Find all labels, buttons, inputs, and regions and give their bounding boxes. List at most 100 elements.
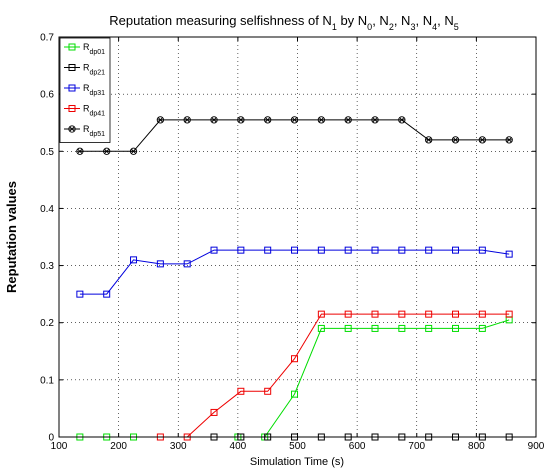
- legend-swatch-marker: [68, 125, 76, 133]
- data-point: [505, 136, 513, 144]
- data-point: [76, 147, 84, 155]
- title-part: 2: [389, 22, 394, 32]
- data-point: [344, 310, 352, 318]
- data-point: [183, 260, 191, 268]
- data-point: [103, 290, 111, 298]
- data-point: [452, 324, 460, 332]
- data-point: [237, 116, 245, 124]
- data-point: [183, 116, 191, 124]
- x-tick-label: 800: [468, 441, 485, 452]
- title-part: 0: [367, 22, 372, 32]
- data-point: [130, 256, 138, 264]
- data-point: [478, 246, 486, 254]
- data-point: [317, 246, 325, 254]
- data-point: [237, 246, 245, 254]
- data-point: [425, 310, 433, 318]
- legend-item: Rdp31: [64, 83, 105, 97]
- data-point: [317, 310, 325, 318]
- title-part: , N: [372, 13, 389, 28]
- y-tick-label: 0.3: [40, 261, 54, 272]
- x-tick-label: 200: [110, 441, 127, 452]
- data-point: [76, 290, 84, 298]
- data-point: [103, 147, 111, 155]
- data-point: [129, 147, 138, 155]
- x-tick-label: 400: [230, 441, 247, 452]
- data-point: [210, 408, 218, 416]
- data-point: [290, 116, 299, 124]
- data-point: [425, 246, 433, 254]
- title-part: 3: [410, 22, 415, 32]
- y-tick-label: 0.4: [40, 204, 54, 215]
- data-point: [478, 310, 486, 318]
- data-point: [398, 246, 406, 254]
- x-axis-label: Simulation Time (s): [250, 456, 344, 468]
- data-point: [478, 136, 486, 144]
- y-tick-label: 0.1: [40, 375, 54, 386]
- data-point: [398, 116, 406, 124]
- legend-label: Rdp41: [83, 104, 105, 118]
- series-line-dp41: [160, 313, 510, 438]
- title-part: Reputation measuring selfishness of N: [109, 13, 332, 28]
- data-point: [344, 116, 352, 124]
- series-line-dp31: [79, 249, 510, 295]
- data-point: [317, 116, 325, 124]
- series-dp31: [76, 246, 513, 298]
- data-point: [156, 116, 165, 124]
- title-part: 4: [432, 22, 437, 32]
- series-dp51: [76, 116, 513, 155]
- y-tick-label: 0.5: [40, 147, 54, 158]
- data-point: [371, 324, 379, 332]
- x-tick-label: 100: [51, 441, 68, 452]
- title-part: by N: [337, 13, 367, 28]
- data-point: [344, 324, 352, 332]
- data-point: [505, 310, 513, 318]
- data-point: [425, 324, 433, 332]
- grid-lines: [59, 37, 536, 437]
- x-tick-label: 300: [170, 441, 187, 452]
- y-tick-label: 0: [48, 433, 54, 444]
- y-tick-label: 0.7: [40, 33, 54, 44]
- data-point: [237, 387, 245, 395]
- legend-item: Rdp01: [64, 42, 105, 56]
- title-part: , N: [394, 13, 411, 28]
- legend-label: Rdp31: [83, 83, 105, 97]
- data-point: [451, 136, 460, 144]
- data-point: [398, 310, 406, 318]
- data-point: [478, 324, 486, 332]
- data-point: [344, 246, 352, 254]
- data-point: [264, 387, 272, 395]
- legend-label: Rdp21: [83, 63, 105, 77]
- legend-label: Rdp51: [83, 124, 105, 138]
- data-point: [425, 136, 433, 144]
- data-point: [317, 324, 325, 332]
- data-point: [210, 246, 218, 254]
- data-point: [210, 116, 218, 124]
- data-point: [452, 246, 460, 254]
- legend-swatch-marker: [68, 105, 76, 112]
- legend-label: Rdp01: [83, 42, 105, 56]
- legend-item: Rdp41: [64, 104, 105, 118]
- data-point: [291, 390, 299, 398]
- title-part: 5: [454, 22, 459, 32]
- legend-item: Rdp21: [64, 63, 105, 77]
- legend-box: [59, 37, 111, 143]
- data-point: [291, 355, 299, 363]
- legend-swatch-marker: [68, 43, 76, 51]
- x-tick-label: 600: [349, 441, 366, 452]
- title-part: 1: [332, 22, 337, 32]
- data-point: [264, 116, 272, 124]
- data-point: [398, 324, 406, 332]
- legend-item: Rdp51: [64, 124, 105, 138]
- chart-title: Reputation measuring selfishness of N1 b…: [109, 13, 459, 32]
- data-point: [291, 246, 299, 254]
- y-axis-label: Reputation values: [4, 181, 19, 293]
- x-tick-label: 900: [528, 441, 545, 452]
- legend: Rdp01 Rdp21 Rdp31 Rdp41 Rdp51: [59, 37, 111, 143]
- data-point: [371, 116, 379, 124]
- data-point: [264, 246, 272, 254]
- x-tick-label: 500: [289, 441, 306, 452]
- title-part: , N: [415, 13, 432, 28]
- legend-swatch-marker: [68, 84, 76, 92]
- y-tick-label: 0.6: [40, 90, 54, 101]
